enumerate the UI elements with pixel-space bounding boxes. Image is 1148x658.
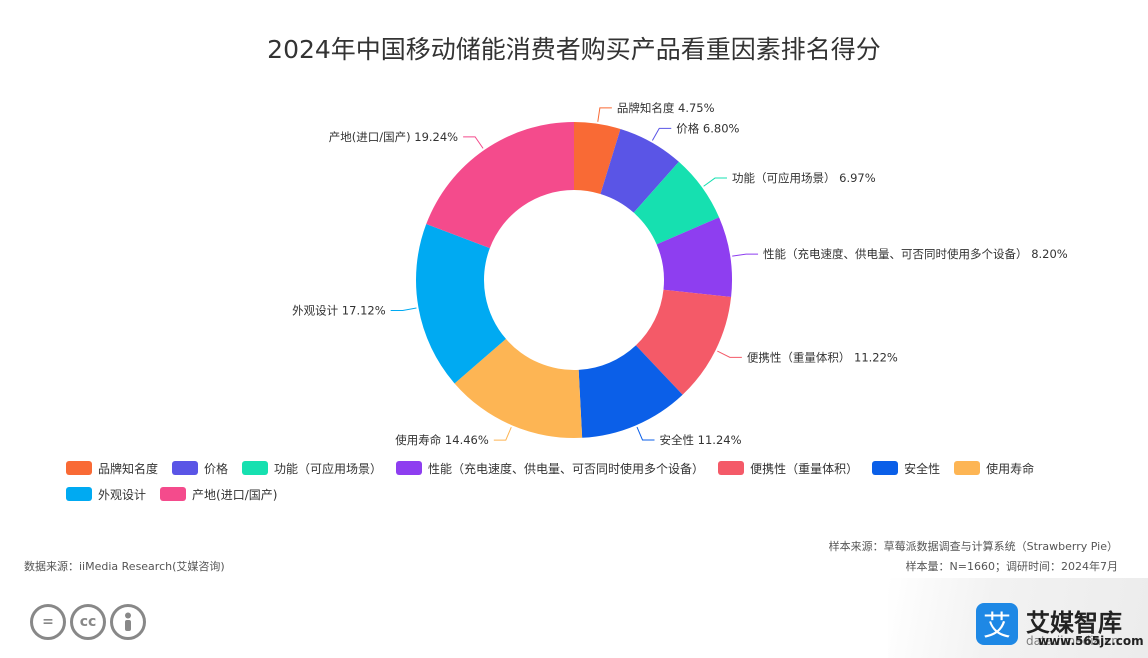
- leader-line: [651, 127, 672, 141]
- slice-label: 品牌知名度 4.75%: [617, 101, 715, 115]
- leader-line: [717, 350, 742, 358]
- legend-item[interactable]: 便携性（重量体积）: [718, 460, 858, 476]
- slice-label: 产地(进口/国产) 19.24%: [329, 130, 458, 144]
- legend-swatch: [718, 461, 745, 475]
- data-source-note: 数据来源：iiMedia Research(艾媒咨询): [24, 560, 225, 573]
- pie-slice: [635, 289, 732, 395]
- pie-slice: [574, 122, 621, 194]
- legend-item[interactable]: 外观设计: [66, 486, 146, 502]
- equals-icon: =: [30, 604, 66, 640]
- legend-label: 安全性: [904, 461, 941, 476]
- brand-banner: [888, 578, 1148, 658]
- slice-label: 功能（可应用场景） 6.97%: [732, 171, 876, 185]
- pie-slice: [578, 345, 683, 438]
- pie-slice: [633, 161, 720, 245]
- legend-item[interactable]: 性能（充电速度、供电量、可否同时使用多个设备）: [396, 460, 704, 476]
- leader-line: [703, 177, 727, 187]
- pie-slice: [656, 217, 733, 298]
- sample-size-note: 样本量：N=1660；调研时间：2024年7月: [905, 560, 1118, 573]
- person-icon: [110, 604, 146, 640]
- leader-line: [493, 427, 512, 441]
- legend-swatch: [160, 487, 187, 501]
- legend-item[interactable]: 安全性: [872, 460, 940, 476]
- legend-label: 品牌知名度: [98, 461, 159, 476]
- pie-slice: [426, 122, 574, 249]
- slice-label: 安全性 11.24%: [660, 433, 742, 447]
- legend-label: 性能（充电速度、供电量、可否同时使用多个设备）: [428, 461, 705, 476]
- pie-slice: [600, 128, 679, 213]
- watermark-text: www.565jz.com: [1038, 634, 1144, 648]
- pie-slice: [454, 338, 583, 438]
- slice-label: 便携性（重量体积） 11.22%: [747, 350, 898, 364]
- legend-item[interactable]: 使用寿命: [954, 460, 1034, 476]
- legend-label: 便携性（重量体积）: [750, 461, 859, 476]
- brand-site-url: data.iimedia.cn: [1026, 634, 1119, 648]
- legend-label: 功能（可应用场景）: [274, 461, 383, 476]
- legend-swatch: [242, 461, 269, 475]
- sample-source-note: 样本来源：草莓派数据调查与计算系统（Strawberry Pie）: [828, 540, 1118, 553]
- brand-name: 艾媒智库: [1026, 609, 1122, 637]
- leader-line: [463, 136, 484, 149]
- legend-label: 外观设计: [98, 487, 147, 502]
- pie-slice: [416, 224, 506, 384]
- slice-label: 价格 6.80%: [676, 121, 739, 135]
- chart-legend: 品牌知名度 价格 功能（可应用场景） 性能（充电速度、供电量、可否同时使用多个设备） 便…: [66, 460, 1106, 502]
- legend-label: 使用寿命: [986, 461, 1035, 476]
- leader-line: [597, 107, 612, 122]
- slice-label: 性能（充电速度、供电量、可否同时使用多个设备） 8.20%: [763, 247, 1068, 261]
- donut-chart: 品牌知名度 4.75% 价格 6.80% 功能（可应用场景） 6.97% 性能（充电速…: [292, 101, 1068, 447]
- legend-swatch: [396, 461, 423, 475]
- leader-line: [636, 426, 655, 441]
- leader-line: [390, 307, 417, 311]
- chart-title: 2024年中国移动储能消费者购买产品看重因素排名得分: [267, 35, 881, 64]
- legend-label: 产地(进口/国产): [192, 487, 278, 502]
- legend-swatch: [954, 461, 981, 475]
- legend-item[interactable]: 品牌知名度: [66, 460, 158, 476]
- legend-item[interactable]: 功能（可应用场景）: [242, 460, 382, 476]
- leader-line: [732, 253, 759, 257]
- legend-swatch: [66, 461, 92, 475]
- legend-swatch: [66, 487, 92, 501]
- legend-item[interactable]: 产地(进口/国产): [160, 486, 277, 502]
- legend-swatch: [172, 461, 199, 475]
- legend-label: 价格: [204, 461, 229, 476]
- legend-item[interactable]: 价格: [172, 460, 228, 476]
- slice-label: 外观设计 17.12%: [292, 303, 386, 317]
- slice-label: 使用寿命 14.46%: [395, 433, 489, 447]
- brand-logo-icon: 艾: [976, 603, 1018, 645]
- legend-swatch: [872, 461, 899, 475]
- brand-site: data.iimedia.cn www.565jz.com: [1026, 634, 1144, 648]
- cc-icon: cc: [70, 604, 106, 640]
